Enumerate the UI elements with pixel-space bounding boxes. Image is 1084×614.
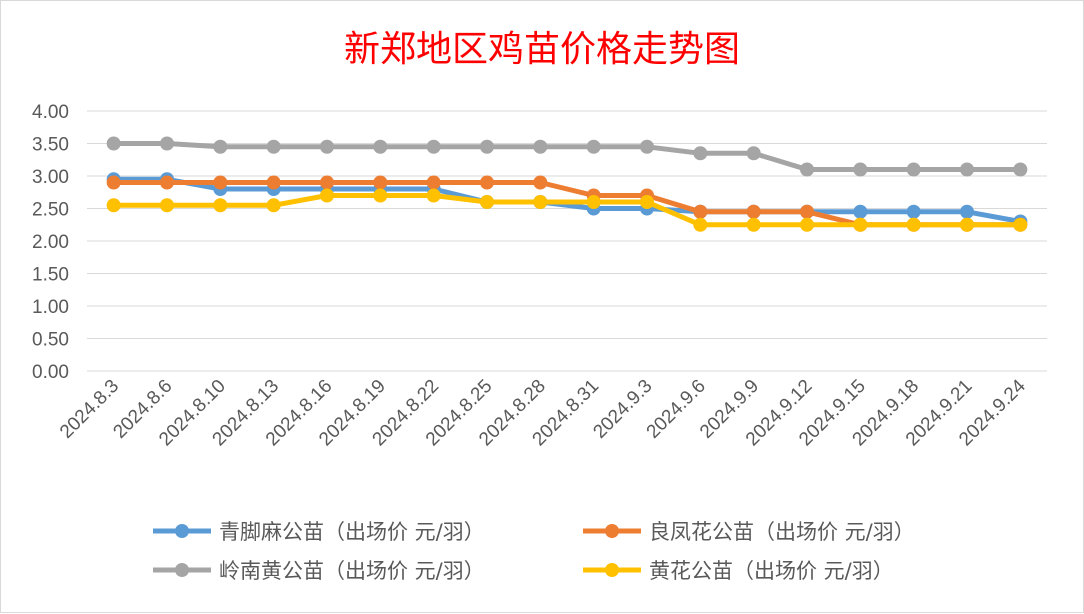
series-lines bbox=[106, 136, 1028, 232]
legend-item-4: 黄花公苗（出场价 元/羽） bbox=[583, 559, 894, 583]
data-point bbox=[213, 175, 228, 190]
data-point bbox=[480, 139, 494, 154]
y-tick-label: 2.00 bbox=[32, 232, 69, 253]
data-point bbox=[266, 175, 281, 190]
data-point bbox=[853, 217, 868, 232]
y-tick-label: 0.00 bbox=[32, 362, 69, 383]
data-point bbox=[693, 146, 708, 161]
legend-marker bbox=[175, 563, 189, 577]
data-point bbox=[586, 195, 601, 209]
series-3 bbox=[106, 136, 1028, 177]
data-point bbox=[800, 204, 814, 219]
y-tick-label: 3.50 bbox=[32, 135, 69, 156]
data-point bbox=[693, 204, 708, 219]
data-point bbox=[1013, 162, 1028, 177]
data-point bbox=[800, 217, 814, 232]
data-point bbox=[746, 204, 761, 219]
legend-label: 黄花公苗（出场价 元/羽） bbox=[649, 559, 894, 583]
data-point bbox=[640, 139, 654, 154]
data-point bbox=[320, 139, 334, 154]
data-point bbox=[533, 175, 548, 190]
data-point bbox=[106, 198, 121, 213]
data-point bbox=[106, 136, 121, 151]
data-point bbox=[266, 198, 281, 213]
data-point bbox=[533, 195, 548, 209]
legend-label: 良凤花公苗（出场价 元/羽） bbox=[649, 520, 915, 544]
data-point bbox=[480, 195, 494, 209]
data-point bbox=[160, 198, 174, 213]
data-point bbox=[1013, 217, 1028, 232]
chart-title: 新郑地区鸡苗价格走势图 bbox=[344, 29, 740, 70]
data-point bbox=[426, 188, 441, 203]
legend-item-3: 岭南黄公苗（出场价 元/羽） bbox=[153, 559, 485, 583]
data-point bbox=[746, 217, 761, 232]
data-point bbox=[106, 175, 121, 190]
data-point bbox=[373, 175, 388, 190]
legend-marker bbox=[175, 524, 189, 538]
data-point bbox=[800, 162, 814, 177]
y-tick-label: 1.00 bbox=[32, 297, 69, 318]
data-point bbox=[853, 162, 868, 177]
series-4 bbox=[106, 188, 1028, 232]
data-point bbox=[160, 175, 174, 190]
data-point bbox=[213, 139, 228, 154]
data-point bbox=[426, 175, 441, 190]
legend: 青脚麻公苗（出场价 元/羽） 良凤花公苗（出场价 元/羽） 岭南黄公苗（出场价 元/… bbox=[153, 520, 915, 583]
legend-label: 青脚麻公苗（出场价 元/羽） bbox=[219, 520, 485, 544]
legend-item-1: 青脚麻公苗（出场价 元/羽） bbox=[153, 520, 485, 544]
legend-label: 岭南黄公苗（出场价 元/羽） bbox=[219, 559, 485, 583]
data-point bbox=[906, 217, 921, 232]
data-point bbox=[640, 195, 654, 209]
y-tick-label: 1.50 bbox=[32, 265, 69, 286]
y-tick-label: 0.50 bbox=[32, 330, 69, 351]
y-axis-ticks: 0.00 0.50 1.00 1.50 2.00 2.50 3.00 3.50 4.00 bbox=[32, 102, 69, 383]
y-tick-label: 3.00 bbox=[32, 167, 69, 188]
series-line bbox=[111, 176, 1023, 224]
legend-marker bbox=[605, 563, 619, 577]
series-line bbox=[111, 141, 1023, 172]
legend-marker bbox=[605, 524, 619, 538]
data-point bbox=[693, 217, 708, 232]
data-point bbox=[960, 204, 974, 219]
series-line bbox=[111, 193, 1023, 228]
data-point bbox=[213, 198, 228, 213]
grid-lines bbox=[87, 110, 1047, 372]
data-point bbox=[906, 162, 921, 177]
x-axis-ticks: 2024.8.32024.8.62024.8.102024.8.132024.8… bbox=[56, 375, 1030, 450]
data-point bbox=[960, 217, 974, 232]
data-point bbox=[373, 139, 388, 154]
data-point bbox=[853, 204, 868, 219]
data-point bbox=[533, 139, 548, 154]
data-point bbox=[373, 188, 388, 203]
data-point bbox=[320, 188, 334, 203]
data-point bbox=[906, 204, 921, 219]
legend-item-2: 良凤花公苗（出场价 元/羽） bbox=[583, 520, 915, 544]
data-point bbox=[480, 175, 494, 190]
data-point bbox=[746, 146, 761, 161]
data-point bbox=[586, 139, 601, 154]
data-point bbox=[266, 139, 281, 154]
y-tick-label: 2.50 bbox=[32, 200, 69, 221]
data-point bbox=[160, 136, 174, 151]
data-point bbox=[960, 162, 974, 177]
data-point bbox=[320, 175, 334, 190]
data-point bbox=[426, 139, 441, 154]
y-tick-label: 4.00 bbox=[32, 102, 69, 123]
